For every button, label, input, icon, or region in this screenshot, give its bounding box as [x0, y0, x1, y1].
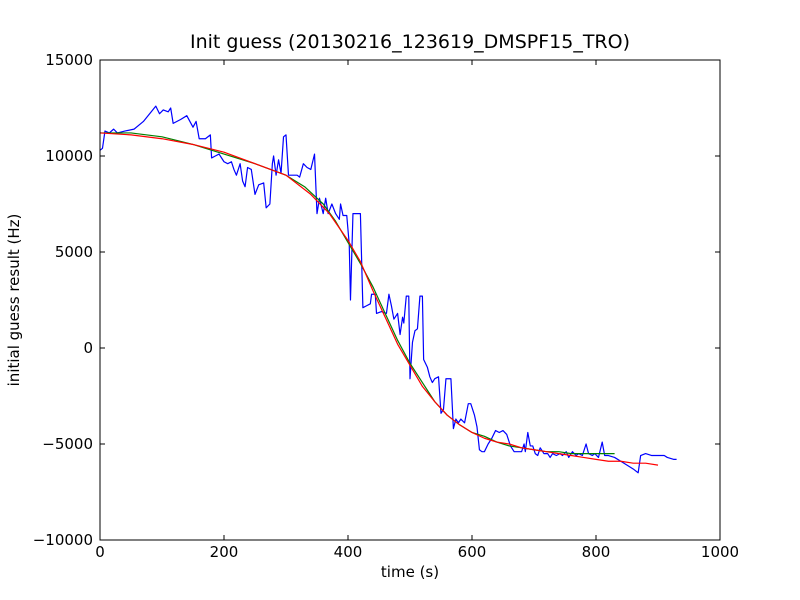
- x-axis-label: time (s): [381, 563, 439, 581]
- y-tick-label: 0: [83, 339, 93, 357]
- x-tick-label: 800: [582, 543, 611, 561]
- y-axis-label: initial guess result (Hz): [5, 214, 23, 387]
- series-line-1: [99, 105, 677, 474]
- series-line-3: [99, 132, 659, 466]
- x-tick-label: 400: [334, 543, 363, 561]
- series-line-2: [100, 132, 615, 455]
- y-tick-label: 10000: [45, 147, 93, 165]
- x-tick-label: 0: [95, 543, 105, 561]
- x-tick-label: 600: [458, 543, 487, 561]
- plot-area: [99, 105, 677, 474]
- axis-ticks: 0 200 400 600 800 1000 −10000 −5000 0 5000 10000 15…: [33, 51, 739, 561]
- x-tick-label: 1000: [701, 543, 739, 561]
- plot-frame: [99, 59, 721, 541]
- y-tick-label: −5000: [42, 435, 93, 453]
- y-tick-label: −10000: [33, 531, 93, 549]
- chart-title: Init guess (20130216_123619_DMSPF15_TRO): [190, 31, 630, 53]
- y-tick-label: 5000: [55, 243, 93, 261]
- y-tick-label: 15000: [45, 51, 93, 69]
- x-tick-label: 200: [210, 543, 239, 561]
